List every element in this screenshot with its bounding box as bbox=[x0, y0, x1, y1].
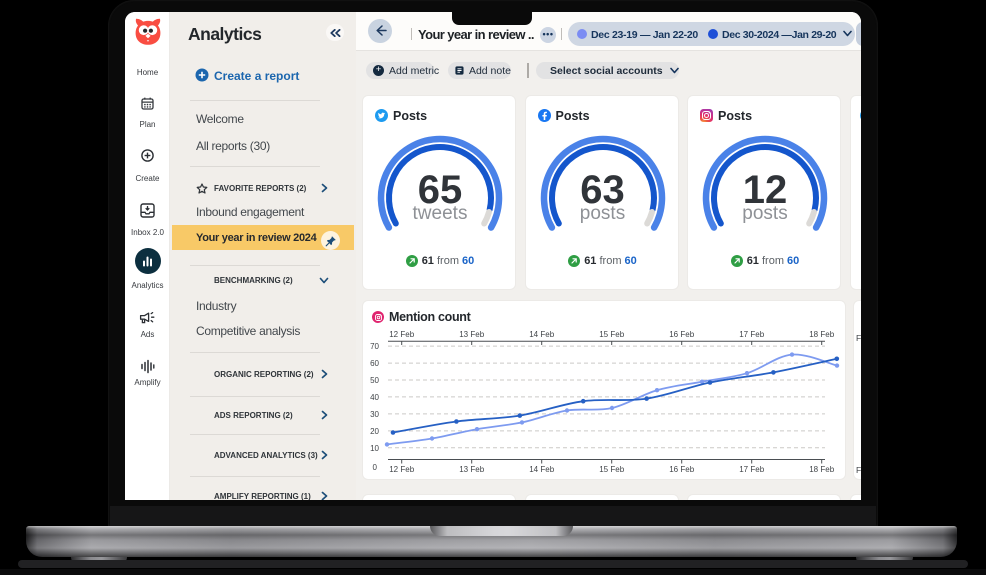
svg-text:30: 30 bbox=[370, 410, 379, 419]
svg-text:70: 70 bbox=[370, 342, 379, 351]
svg-text:0: 0 bbox=[373, 463, 378, 472]
svg-text:40: 40 bbox=[370, 393, 379, 402]
svg-text:14 Feb: 14 Feb bbox=[529, 330, 554, 339]
svg-text:14 Feb: 14 Feb bbox=[529, 465, 554, 474]
svg-text:13 Feb: 13 Feb bbox=[459, 465, 484, 474]
svg-text:16 Feb: 16 Feb bbox=[669, 330, 694, 339]
svg-text:60: 60 bbox=[370, 359, 379, 368]
svg-text:15 Feb: 15 Feb bbox=[599, 330, 624, 339]
svg-text:18 Feb: 18 Feb bbox=[809, 465, 834, 474]
svg-text:17 Feb: 17 Feb bbox=[739, 465, 764, 474]
svg-text:18 Feb: 18 Feb bbox=[809, 330, 834, 339]
svg-text:10: 10 bbox=[370, 444, 379, 453]
svg-text:17 Feb: 17 Feb bbox=[739, 330, 764, 339]
svg-text:20: 20 bbox=[370, 427, 379, 436]
svg-text:15 Feb: 15 Feb bbox=[599, 465, 624, 474]
svg-text:50: 50 bbox=[370, 376, 379, 385]
svg-text:12 Feb: 12 Feb bbox=[389, 330, 414, 339]
svg-text:13 Feb: 13 Feb bbox=[459, 330, 484, 339]
svg-text:12 Feb: 12 Feb bbox=[389, 465, 414, 474]
svg-text:16 Feb: 16 Feb bbox=[669, 465, 694, 474]
